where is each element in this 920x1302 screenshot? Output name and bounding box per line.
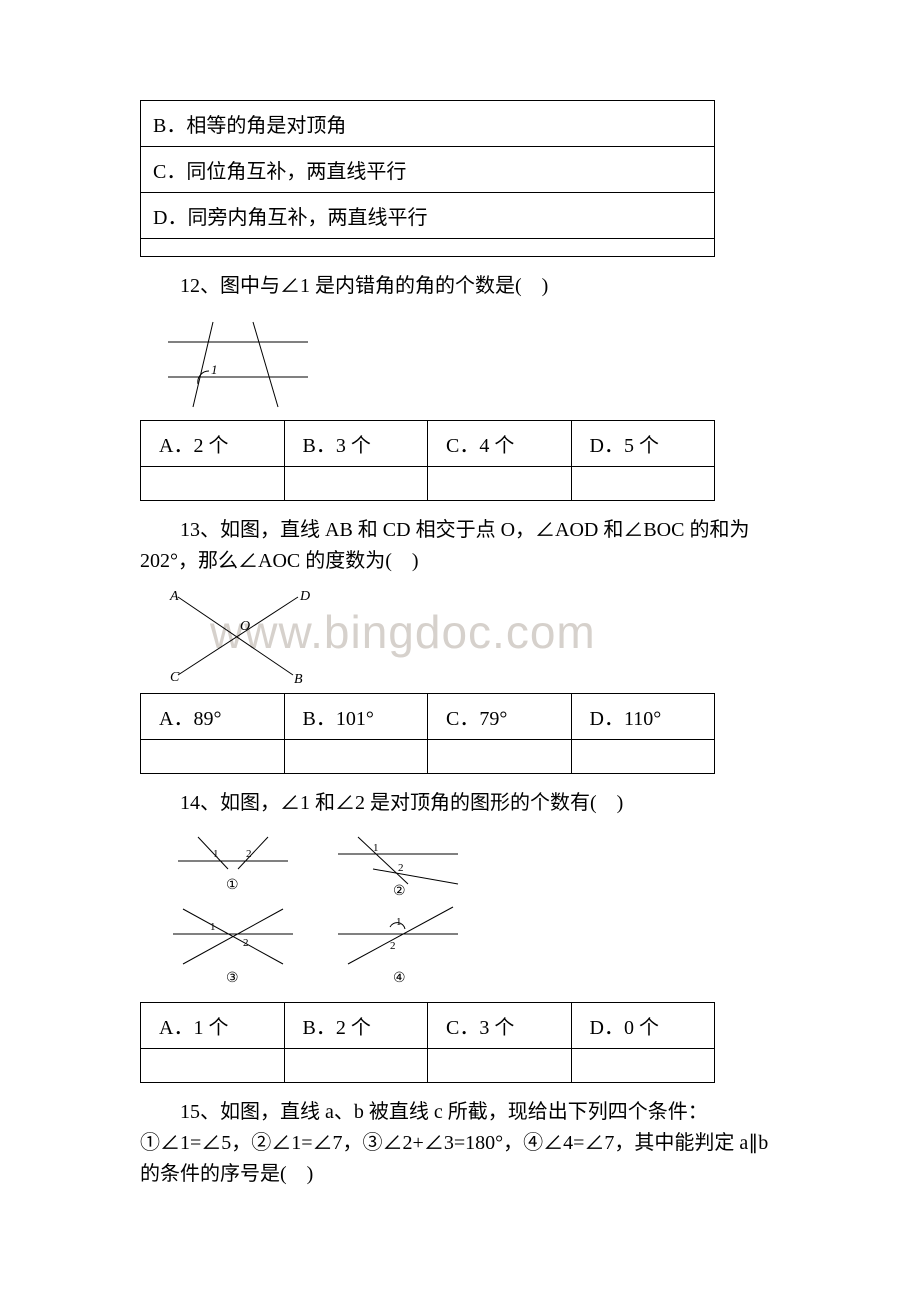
q13-options-table: A．89° B．101° C．79° D．110°: [140, 693, 715, 774]
svg-text:④: ④: [393, 971, 406, 986]
q14-option-b: B．2 个: [284, 1003, 428, 1049]
q12-option-c: C．4 个: [428, 421, 572, 467]
svg-text:C: C: [170, 670, 180, 685]
svg-text:1: 1: [211, 362, 218, 377]
q11-options-table: B．相等的角是对顶角 C．同位角互补，两直线平行 D．同旁内角互补，两直线平行: [140, 100, 715, 257]
q14-options-table: A．1 个 B．2 个 C．3 个 D．0 个: [140, 1002, 715, 1083]
q12-diagram: 1: [158, 312, 790, 412]
q15-line1: 15、如图，直线 a、b 被直线 c 所截，现给出下列四个条件：: [140, 1097, 790, 1128]
q12-options-table: A．2 个 B．3 个 C．4 个 D．5 个: [140, 420, 715, 501]
svg-text:1: 1: [210, 921, 216, 933]
svg-text:A: A: [169, 589, 179, 604]
blank-cell: [284, 467, 428, 501]
q14-diagram: 1 2 1 2 1 2 1 2: [158, 829, 790, 994]
q11-option-d: D．同旁内角互补，两直线平行: [141, 193, 715, 239]
q13-option-a: A．89°: [141, 694, 285, 740]
q12-option-d: D．5 个: [571, 421, 715, 467]
q13-option-d: D．110°: [571, 694, 715, 740]
svg-text:2: 2: [246, 848, 252, 860]
svg-text:1: 1: [213, 848, 219, 860]
q11-blank-row: [141, 239, 715, 257]
svg-text:1: 1: [396, 916, 402, 928]
q14-option-d: D．0 个: [571, 1003, 715, 1049]
blank-cell: [141, 740, 285, 774]
svg-text:②: ②: [393, 884, 406, 899]
svg-text:①: ①: [226, 878, 239, 893]
svg-text:2: 2: [243, 937, 249, 949]
svg-text:D: D: [299, 589, 310, 604]
svg-text:1: 1: [373, 842, 379, 854]
q14-option-c: C．3 个: [428, 1003, 572, 1049]
blank-cell: [141, 467, 285, 501]
q13-option-b: B．101°: [284, 694, 428, 740]
svg-text:2: 2: [390, 940, 396, 952]
blank-cell: [284, 1049, 428, 1083]
q15-line2: ①∠1=∠5，②∠1=∠7，③∠2+∠3=180°，④∠4=∠7，其中能判定 a…: [140, 1128, 790, 1159]
q13-option-c: C．79°: [428, 694, 572, 740]
svg-text:B: B: [294, 672, 303, 685]
q13-stem-line1: 13、如图，直线 AB 和 CD 相交于点 O，∠AOD 和∠BOC 的和为: [140, 515, 790, 546]
svg-text:2: 2: [398, 862, 404, 874]
q13-stem-line2: 202°，那么∠AOC 的度数为( ): [140, 546, 790, 577]
blank-cell: [571, 1049, 715, 1083]
svg-text:O: O: [240, 619, 250, 634]
blank-cell: [141, 1049, 285, 1083]
q13-diagram: A D C B O: [158, 585, 790, 685]
blank-cell: [571, 467, 715, 501]
page-content: B．相等的角是对顶角 C．同位角互补，两直线平行 D．同旁内角互补，两直线平行 …: [140, 100, 790, 1190]
q11-option-c: C．同位角互补，两直线平行: [141, 147, 715, 193]
q14-option-a: A．1 个: [141, 1003, 285, 1049]
q12-option-a: A．2 个: [141, 421, 285, 467]
q11-option-b: B．相等的角是对顶角: [141, 101, 715, 147]
q15-line3: 的条件的序号是( ): [140, 1159, 790, 1190]
blank-cell: [428, 740, 572, 774]
q12-option-b: B．3 个: [284, 421, 428, 467]
blank-cell: [428, 467, 572, 501]
blank-cell: [571, 740, 715, 774]
q12-stem: 12、图中与∠1 是内错角的角的个数是( ): [140, 271, 790, 302]
svg-text:③: ③: [226, 971, 239, 986]
blank-cell: [428, 1049, 572, 1083]
q14-stem: 14、如图，∠1 和∠2 是对顶角的图形的个数有( ): [140, 788, 790, 819]
blank-cell: [284, 740, 428, 774]
